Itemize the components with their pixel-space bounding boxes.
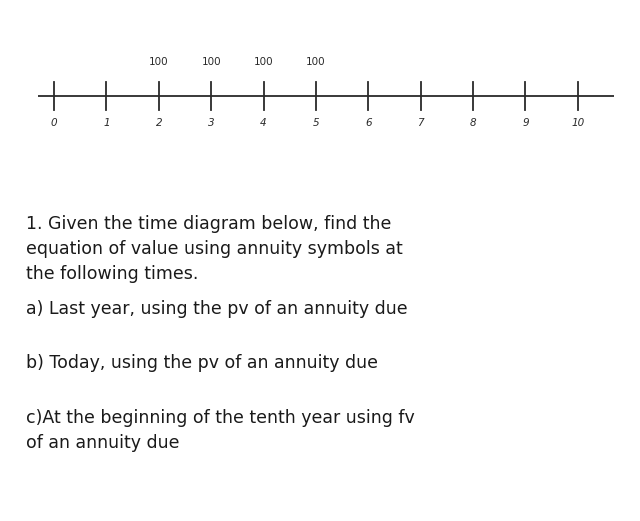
Text: 10: 10	[571, 118, 584, 128]
Text: 8: 8	[470, 118, 476, 128]
Text: 0: 0	[51, 118, 58, 128]
Text: a) Last year, using the pv of an annuity due: a) Last year, using the pv of an annuity…	[26, 300, 407, 318]
Text: 4: 4	[260, 118, 267, 128]
Text: 2: 2	[156, 118, 162, 128]
Text: 5: 5	[312, 118, 319, 128]
Text: c)At the beginning of the tenth year using fv
of an annuity due: c)At the beginning of the tenth year usi…	[26, 409, 414, 452]
Text: 100: 100	[306, 57, 326, 68]
Text: 3: 3	[208, 118, 214, 128]
Text: 7: 7	[417, 118, 424, 128]
Text: 100: 100	[253, 57, 273, 68]
Text: 100: 100	[149, 57, 169, 68]
Text: 100: 100	[202, 57, 221, 68]
Text: b) Today, using the pv of an annuity due: b) Today, using the pv of an annuity due	[26, 354, 378, 373]
Text: 9: 9	[522, 118, 529, 128]
Text: 1. Given the time diagram below, find the
equation of value using annuity symbol: 1. Given the time diagram below, find th…	[26, 215, 403, 283]
Text: 6: 6	[365, 118, 372, 128]
Text: 1: 1	[103, 118, 110, 128]
